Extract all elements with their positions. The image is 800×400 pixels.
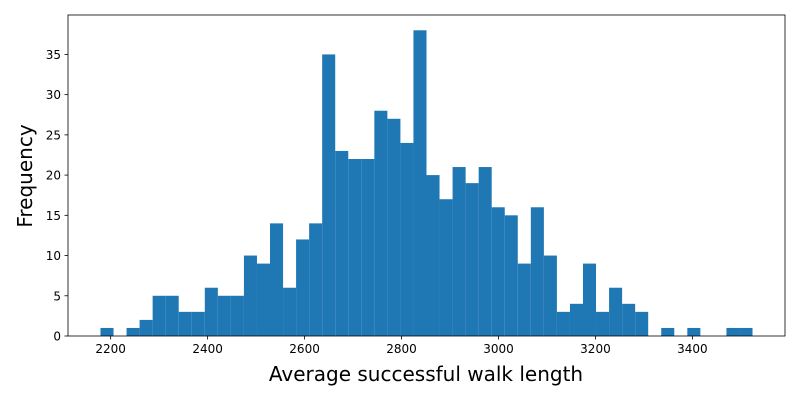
x-axis-label: Average successful walk length bbox=[269, 362, 583, 386]
bar bbox=[387, 118, 401, 336]
x-tick-label: 3200 bbox=[580, 342, 611, 356]
bar bbox=[165, 295, 179, 336]
y-tick-label: 30 bbox=[46, 88, 61, 102]
bar bbox=[204, 287, 218, 336]
bar bbox=[491, 207, 505, 336]
bar bbox=[726, 327, 740, 336]
bar bbox=[452, 167, 466, 336]
bar bbox=[569, 303, 583, 336]
bar bbox=[465, 183, 479, 336]
bar bbox=[217, 295, 231, 336]
bar bbox=[283, 287, 297, 336]
bar bbox=[296, 239, 310, 336]
bar bbox=[739, 327, 753, 336]
bar bbox=[635, 311, 649, 336]
y-tick-label: 15 bbox=[46, 209, 61, 223]
bar bbox=[439, 199, 453, 336]
bar bbox=[517, 263, 531, 336]
bar bbox=[322, 54, 336, 336]
bar bbox=[191, 311, 205, 336]
bar bbox=[609, 287, 623, 336]
x-tick-label: 2600 bbox=[289, 342, 320, 356]
bar bbox=[596, 311, 610, 336]
y-tick-label: 10 bbox=[46, 249, 61, 263]
y-tick-label: 25 bbox=[46, 128, 61, 142]
y-axis-label: Frequency bbox=[13, 124, 37, 227]
x-tick-label: 3400 bbox=[677, 342, 708, 356]
bar bbox=[661, 327, 675, 336]
bar bbox=[348, 159, 362, 336]
bar bbox=[374, 110, 388, 336]
bar bbox=[504, 215, 518, 336]
bar bbox=[687, 327, 701, 336]
bar bbox=[413, 30, 427, 337]
bar bbox=[243, 255, 257, 336]
bar bbox=[361, 159, 375, 336]
bar bbox=[178, 311, 192, 336]
bar bbox=[152, 295, 166, 336]
x-tick-label: 2400 bbox=[192, 342, 223, 356]
bar bbox=[582, 263, 597, 336]
bar bbox=[270, 223, 284, 336]
x-tick-label: 2800 bbox=[386, 342, 417, 356]
y-tick-label: 35 bbox=[46, 48, 61, 62]
bar bbox=[400, 142, 414, 336]
bar bbox=[126, 327, 140, 336]
bar bbox=[139, 319, 153, 336]
bar bbox=[230, 295, 244, 336]
bar bbox=[543, 255, 557, 336]
bar bbox=[622, 303, 636, 336]
plot-frame bbox=[67, 14, 786, 337]
bar bbox=[530, 207, 544, 336]
bar bbox=[100, 327, 114, 336]
bar bbox=[309, 223, 323, 336]
x-tick-label: 3000 bbox=[483, 342, 514, 356]
bar bbox=[478, 167, 492, 336]
bar bbox=[256, 263, 271, 336]
bar bbox=[335, 150, 349, 336]
bar bbox=[556, 311, 570, 336]
y-tick-label: 5 bbox=[53, 289, 61, 303]
bar bbox=[426, 175, 440, 336]
y-tick-label: 0 bbox=[53, 330, 61, 344]
y-tick-label: 20 bbox=[46, 169, 61, 183]
x-tick-label: 2200 bbox=[95, 342, 126, 356]
